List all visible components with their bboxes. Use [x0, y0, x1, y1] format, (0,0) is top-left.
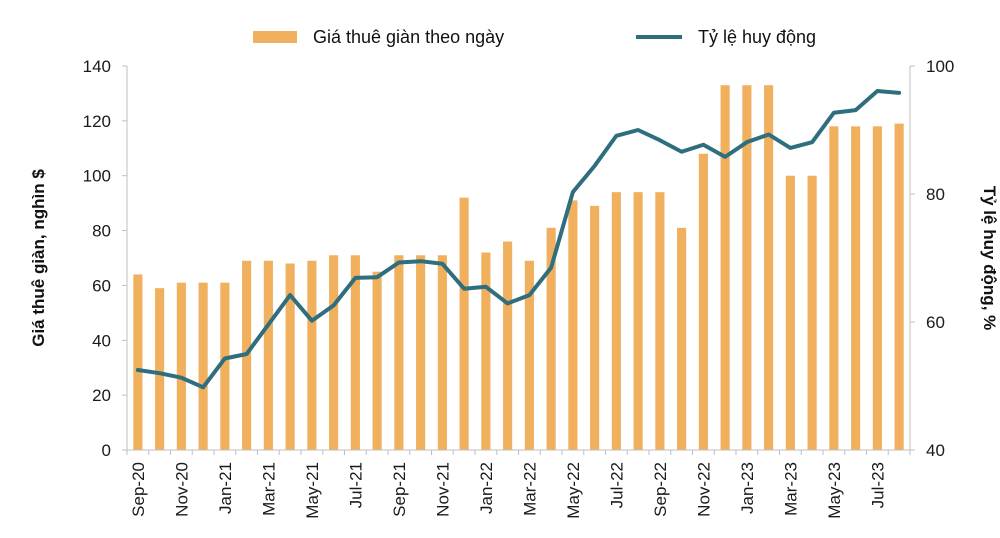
line-series [135, 88, 902, 390]
x-tick-label: Sep-22 [651, 462, 670, 517]
bar-Dec-22 [720, 85, 730, 450]
bar-Jul-21 [350, 255, 360, 450]
y-tick-label: 0 [102, 441, 111, 460]
y2-tick-label: 40 [926, 441, 945, 460]
bar-Mar-22 [524, 260, 534, 450]
x-tick-label: Nov-22 [694, 462, 713, 517]
legend: Giá thuê giàn theo ngày Tỷ lệ huy động [253, 27, 816, 47]
left-axis-title: Giá thuê giàn, nghìn $ [29, 169, 48, 347]
left-axis-ticks: 0 20 40 60 80 100 120 140 [83, 57, 127, 460]
y2-tick-label: 60 [926, 313, 945, 332]
bar-Jun-22 [590, 205, 600, 450]
y-tick-label: 120 [83, 112, 111, 131]
bar-Sep-21 [394, 255, 404, 450]
bar-Dec-20 [198, 282, 208, 450]
x-tick-label: Jul-23 [868, 462, 887, 508]
bar-May-23 [829, 126, 839, 450]
y-tick-label: 60 [92, 276, 111, 295]
bar-Jan-23 [742, 85, 752, 450]
bar-Jul-22 [611, 192, 621, 451]
x-tick-label: May-21 [303, 462, 322, 519]
bar-Jun-23 [851, 126, 861, 450]
bar-Oct-22 [677, 227, 687, 450]
bar-Apr-22 [546, 227, 556, 450]
bar-Oct-20 [155, 288, 165, 450]
x-tick-label: Jan-22 [477, 462, 496, 514]
bar-Feb-22 [503, 241, 513, 450]
bar-Dec-21 [459, 197, 469, 450]
x-tick-label: Mar-21 [259, 462, 278, 516]
x-tick-label: Jul-21 [346, 462, 365, 508]
bar-Nov-21 [437, 255, 447, 450]
bar-Mar-21 [263, 260, 273, 450]
bar-Nov-22 [698, 153, 708, 450]
bar-Jun-21 [329, 255, 339, 450]
bar-Apr-23 [807, 175, 817, 450]
bar-series [133, 85, 904, 451]
x-tick-label: Sep-20 [129, 462, 148, 517]
y-tick-label: 140 [83, 57, 111, 76]
bar-Aug-23 [894, 123, 904, 450]
y-tick-label: 100 [83, 167, 111, 186]
x-tick-label: Nov-20 [172, 462, 191, 517]
x-tick-label: Jan-23 [738, 462, 757, 514]
bar-Apr-21 [285, 263, 295, 450]
x-tick-label: Jan-21 [216, 462, 235, 514]
legend-swatch-bar [253, 31, 297, 43]
bar-Jan-22 [481, 252, 491, 450]
x-tick-label: Mar-22 [520, 462, 539, 516]
bar-May-21 [307, 260, 317, 450]
bar-Sep-20 [133, 274, 143, 450]
right-axis-title: Tỷ lệ huy động, % [980, 186, 999, 331]
x-tick-label: May-23 [825, 462, 844, 519]
x-tick-label: Sep-21 [390, 462, 409, 517]
y2-tick-label: 80 [926, 185, 945, 204]
bar-Nov-20 [176, 282, 186, 450]
right-axis-ticks: 40 60 80 100 [910, 57, 954, 460]
bar-May-22 [568, 200, 578, 450]
bar-Aug-22 [633, 192, 643, 451]
legend-label-line: Tỷ lệ huy động [698, 27, 816, 47]
bar-Sep-22 [655, 192, 665, 451]
x-tick-label: Jul-22 [607, 462, 626, 508]
bar-Jan-21 [220, 282, 230, 450]
x-tick-label: Nov-21 [433, 462, 452, 517]
y-tick-label: 80 [92, 222, 111, 241]
bar-Jul-23 [872, 126, 882, 450]
bar-Oct-21 [416, 255, 426, 450]
x-tick-label: Mar-23 [781, 462, 800, 516]
bar-Mar-23 [785, 175, 795, 450]
legend-label-bar: Giá thuê giàn theo ngày [313, 27, 504, 47]
bar-Feb-23 [764, 85, 774, 450]
mobilization-rate-line [135, 88, 902, 390]
y-tick-label: 40 [92, 331, 111, 350]
bar-Aug-21 [372, 271, 382, 450]
x-tick-label: May-22 [564, 462, 583, 519]
y2-tick-label: 100 [926, 57, 954, 76]
y-tick-label: 20 [92, 386, 111, 405]
x-axis-ticks: Sep-20 Nov-20 Jan-21 Mar-21 May-21 Jul-21 Sep-… [126, 450, 911, 519]
